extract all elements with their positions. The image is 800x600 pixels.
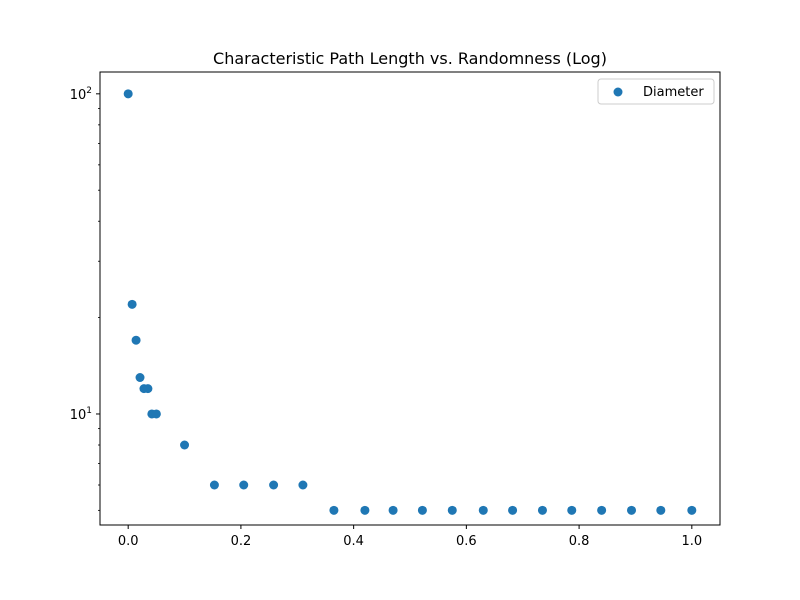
data-point	[360, 505, 370, 515]
data-point	[597, 505, 607, 515]
data-point	[298, 480, 308, 490]
data-point	[180, 440, 190, 450]
x-axis: 0.0 0.2 0.4 0.6 0.8 1.0	[118, 525, 702, 549]
data-point	[627, 505, 637, 515]
data-point	[656, 505, 666, 515]
data-point	[123, 89, 133, 99]
y-tick-label: 101	[70, 406, 92, 423]
x-tick-label: 0.8	[569, 534, 590, 549]
x-tick-label: 0.2	[231, 534, 252, 549]
x-tick-label: 0.4	[343, 534, 364, 549]
data-point	[388, 505, 398, 515]
data-point	[508, 505, 518, 515]
data-point	[135, 372, 145, 382]
chart-title: Characteristic Path Length vs. Randomnes…	[213, 49, 607, 68]
data-point	[151, 409, 161, 419]
x-tick-label: 1.0	[681, 534, 702, 549]
data-point	[687, 505, 697, 515]
data-point	[567, 505, 577, 515]
y-tick-label: 102	[70, 86, 92, 103]
data-point	[329, 505, 339, 515]
data-point	[143, 384, 153, 394]
x-tick-label: 0.0	[118, 534, 139, 549]
data-point	[239, 480, 249, 490]
plot-area	[123, 89, 697, 515]
legend-marker	[613, 87, 623, 97]
y-axis: 101 102	[70, 86, 100, 511]
data-point	[478, 505, 488, 515]
data-point	[447, 505, 457, 515]
data-point	[131, 335, 141, 345]
legend-label: Diameter	[643, 85, 704, 100]
legend: Diameter	[597, 78, 715, 105]
data-point	[209, 480, 219, 490]
data-point	[127, 299, 137, 309]
x-tick-label: 0.6	[456, 534, 477, 549]
legend-box	[597, 78, 715, 105]
data-point	[417, 505, 427, 515]
data-point	[537, 505, 547, 515]
axes-frame	[99, 71, 721, 526]
data-point	[269, 480, 279, 490]
